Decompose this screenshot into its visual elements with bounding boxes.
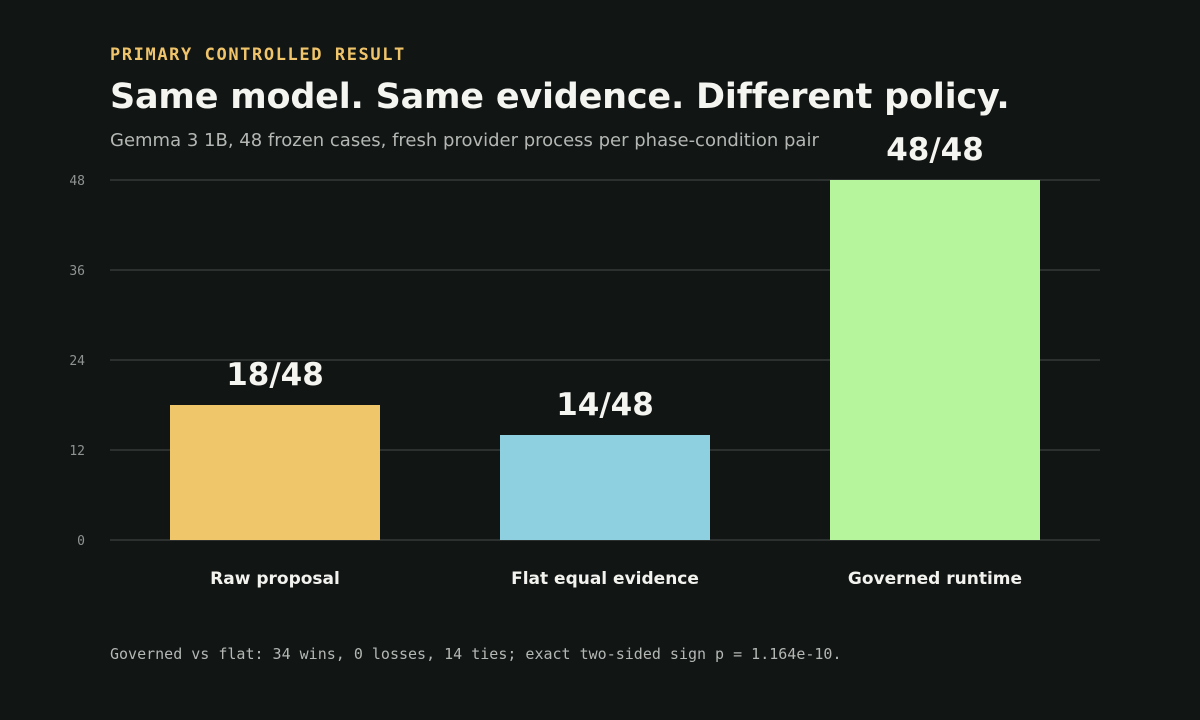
data-label: 48/48 xyxy=(886,132,984,168)
chart-eyebrow: PRIMARY CONTROLLED RESULT xyxy=(110,45,406,65)
bar-3 xyxy=(830,180,1040,540)
chart-title: Same model. Same evidence. Different pol… xyxy=(110,77,1010,117)
bar-2 xyxy=(500,435,710,540)
chart-subtitle: Gemma 3 1B, 48 frozen cases, fresh provi… xyxy=(110,130,819,151)
y-tick-label: 0 xyxy=(77,534,85,549)
y-tick-label: 12 xyxy=(69,444,85,459)
x-category-label: Governed runtime xyxy=(848,569,1022,589)
x-category-label: Raw proposal xyxy=(210,569,340,589)
bar-1 xyxy=(170,405,380,540)
x-category-label: Flat equal evidence xyxy=(511,569,699,589)
data-label: 18/48 xyxy=(226,357,324,393)
chart-footnote: Governed vs flat: 34 wins, 0 losses, 14 … xyxy=(110,645,842,663)
y-tick-label: 48 xyxy=(69,174,85,189)
data-label: 14/48 xyxy=(556,387,654,423)
y-tick-label: 36 xyxy=(69,264,85,279)
y-tick-label: 24 xyxy=(69,354,85,369)
